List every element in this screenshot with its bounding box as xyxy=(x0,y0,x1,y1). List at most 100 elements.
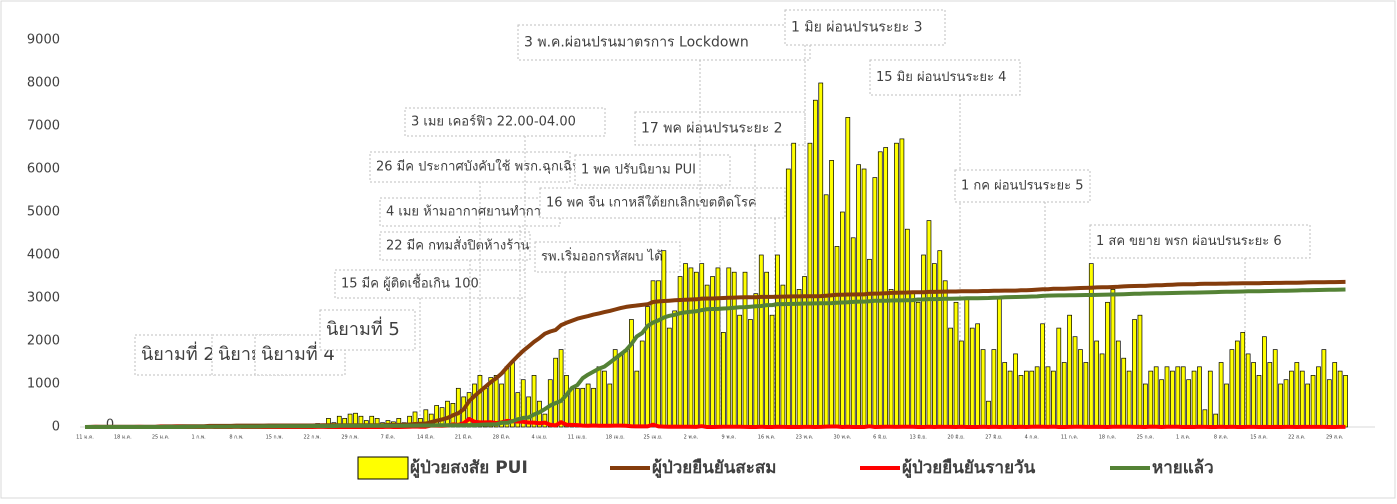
bar xyxy=(927,221,931,427)
y-tick-label: 4000 xyxy=(27,248,60,263)
bar xyxy=(1111,289,1115,427)
bar xyxy=(1019,375,1023,427)
bar xyxy=(905,229,909,427)
x-tick-label: 30 พ.ค. xyxy=(834,435,852,441)
bar xyxy=(1181,367,1185,427)
legend-label: หายแล้ว xyxy=(1152,458,1214,478)
bar xyxy=(1133,320,1137,428)
bar xyxy=(867,259,871,427)
bar xyxy=(1051,371,1055,427)
x-tick-label: 7 มี.ค. xyxy=(381,434,396,441)
bar xyxy=(943,281,947,427)
x-tick-label: 18 เม.ย. xyxy=(606,435,625,441)
bar xyxy=(510,363,514,428)
callout-text: 15 มิย ผ่อนปรนระยะ 4 xyxy=(876,70,1006,85)
x-tick-label: 21 มี.ค. xyxy=(455,434,473,441)
callout-text: นิยามที่ 2 xyxy=(141,341,215,365)
bar xyxy=(608,384,612,427)
bar xyxy=(1241,332,1245,427)
bar xyxy=(1170,371,1174,427)
bar xyxy=(748,320,752,428)
bar xyxy=(954,302,958,427)
legend-swatch xyxy=(358,457,408,479)
y-tick-label: 1000 xyxy=(27,377,60,392)
bar xyxy=(727,268,731,427)
bar xyxy=(803,277,807,428)
bar xyxy=(673,311,677,427)
x-tick-label: 13 มิ.ย. xyxy=(909,434,927,441)
bar xyxy=(445,401,449,427)
bar xyxy=(970,328,974,427)
y-tick-label: 2000 xyxy=(27,334,60,349)
bar xyxy=(1116,341,1120,427)
bar xyxy=(1138,315,1142,427)
bar xyxy=(1333,363,1337,428)
bar xyxy=(1246,354,1250,427)
bar xyxy=(559,350,563,427)
bar xyxy=(705,285,709,427)
bar xyxy=(716,268,720,427)
bar xyxy=(1041,324,1045,427)
x-tick-label: 1 ส.ค. xyxy=(1176,435,1191,441)
bar xyxy=(586,384,590,427)
bar xyxy=(819,83,823,427)
x-tick-label: 1 ก.พ. xyxy=(191,435,206,441)
bar xyxy=(640,341,644,427)
x-tick-label: 23 พ.ค. xyxy=(796,435,814,441)
bar xyxy=(1143,384,1147,427)
bar xyxy=(592,388,596,427)
callout-text: 15 มีค ผู้ติดเชื้อเกิน 100 xyxy=(341,274,479,292)
bar xyxy=(1230,350,1234,427)
bar xyxy=(754,294,758,427)
bar xyxy=(1327,380,1331,427)
bar xyxy=(781,285,785,427)
bar xyxy=(916,302,920,427)
bar xyxy=(1014,354,1018,427)
x-tick-label: 9 พ.ค. xyxy=(721,435,736,441)
bar xyxy=(532,375,536,427)
bar xyxy=(911,294,915,427)
x-tick-label: 18 ก.ค. xyxy=(1099,435,1117,441)
bar xyxy=(949,328,953,427)
x-tick-label: 15 ส.ค. xyxy=(1250,435,1268,441)
bar xyxy=(684,264,688,427)
legend-label: ผู้ป่วยยืนยันสะสม xyxy=(652,457,777,479)
bar xyxy=(1046,367,1050,427)
callout-text: 22 มีค กทมสั่งปิดห้างร้าน xyxy=(386,237,530,254)
x-tick-label: 20 มิ.ย. xyxy=(947,434,965,441)
y-tick-label: 8000 xyxy=(27,76,60,91)
bar xyxy=(1057,328,1061,427)
bar xyxy=(597,367,601,427)
bar xyxy=(808,143,812,427)
bar xyxy=(1003,363,1007,428)
bar xyxy=(1338,371,1342,427)
bar xyxy=(884,148,888,428)
bar xyxy=(1068,315,1072,427)
bar xyxy=(1289,371,1293,427)
bar xyxy=(635,371,639,427)
bar xyxy=(797,289,801,427)
bar xyxy=(775,255,779,427)
bar xyxy=(1306,384,1310,427)
y-tick-label: 3000 xyxy=(27,291,60,306)
bar xyxy=(835,246,839,427)
x-tick-label: 11 เม.ย. xyxy=(568,435,587,441)
x-tick-label: 25 ก.ค. xyxy=(1137,435,1155,441)
bar xyxy=(1192,371,1196,427)
bar xyxy=(619,354,623,427)
callout-text: นิยามที่ 5 xyxy=(326,316,400,340)
bar xyxy=(981,350,985,427)
bar xyxy=(938,251,942,427)
x-tick-label: 11 ม.ค. xyxy=(76,435,94,441)
x-tick-label: 22 ก.พ. xyxy=(303,435,321,441)
bar xyxy=(997,298,1001,427)
bar xyxy=(1024,371,1028,427)
bar xyxy=(851,238,855,427)
callout-text: 3 พ.ค.ผ่อนปรนมาตรการ Lockdown xyxy=(524,35,749,51)
bar xyxy=(624,350,628,427)
bar xyxy=(1219,363,1223,428)
x-tick-label: 25 เม.ย. xyxy=(644,435,663,441)
callout-text: รพ.เริ่มออกรหัสผบ ได้ xyxy=(541,248,663,265)
bar xyxy=(1268,363,1272,428)
bar xyxy=(792,143,796,427)
